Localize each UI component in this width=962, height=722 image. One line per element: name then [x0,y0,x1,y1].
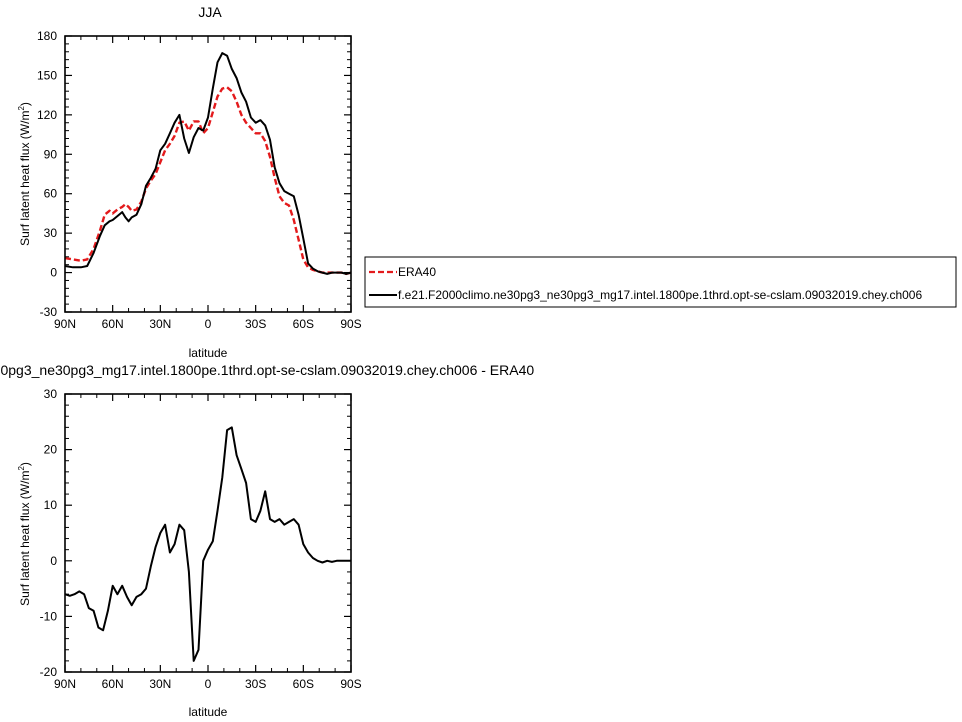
x-tick-label: 30N [149,677,171,691]
y-tick-label: 90 [44,147,58,161]
panel-bottom-title: f.e21.F2000climo.ne30pg3_ne30pg3_mg17.in… [0,362,534,378]
panel-top-series [64,52,352,276]
x-tick-label: 60S [293,317,314,331]
panel-bottom-y-label: Surf latent heat flux (W/m2) [17,462,32,606]
y-tick-label: 10 [44,498,58,512]
x-tick-label: 90S [340,317,361,331]
panel-top: JJA 90N 60N 30N 0 30S 60S 90S -30 0 30 60 90 120 150 1… [17,4,362,360]
panel-top-title: JJA [198,4,222,20]
y-tick-label: -10 [40,609,58,623]
y-tick-label: 150 [37,68,57,82]
panel-bottom-series [64,426,351,662]
y-tick-label: 0 [50,554,57,568]
panel-top-y-label: Surf latent heat flux (W/m2) [17,102,32,246]
y-tick-label: 0 [50,266,57,280]
series-line-model [64,52,352,275]
y-tick-label: 180 [37,29,57,43]
x-tick-label: 60N [102,317,124,331]
legend-label-model: f.e21.F2000climo.ne30pg3_ne30pg3_mg17.in… [398,288,922,302]
series-line-difference [64,426,351,662]
x-tick-label: 60S [293,677,314,691]
x-tick-label: 90N [54,317,76,331]
x-tick-label: 30N [149,317,171,331]
panel-bottom: f.e21.F2000climo.ne30pg3_ne30pg3_mg17.in… [0,362,534,719]
legend-label-era40: ERA40 [398,265,436,279]
y-tick-label: 20 [44,443,58,457]
panel-bottom-x-label: latitude [189,705,228,719]
panel-top-frame [64,35,352,313]
y-tick-label: -30 [40,305,58,319]
y-tick-label: 60 [44,187,58,201]
panel-bottom-axes: 90N 60N 30N 0 30S 60S 90S -20 -10 0 10 20 30 [40,387,362,691]
series-line-era40 [64,86,352,276]
x-tick-label: 60N [102,677,124,691]
legend: ERA40 f.e21.F2000climo.ne30pg3_ne30pg3_m… [364,256,957,308]
panel-bottom-frame [64,393,352,673]
x-tick-label: 90N [54,677,76,691]
x-tick-label: 0 [205,677,212,691]
x-tick-label: 30S [245,317,266,331]
x-tick-label: 30S [245,677,266,691]
panel-top-x-label: latitude [189,346,228,360]
legend-box [364,256,957,308]
panel-top-axes: 90N 60N 30N 0 30S 60S 90S -30 0 30 60 90 120 150 180 [37,29,362,331]
x-tick-label: 0 [205,317,212,331]
y-tick-label: 120 [37,108,57,122]
x-tick-label: 90S [340,677,361,691]
y-tick-label: -20 [40,665,58,679]
y-tick-label: 30 [44,226,58,240]
y-tick-label: 30 [44,387,58,401]
